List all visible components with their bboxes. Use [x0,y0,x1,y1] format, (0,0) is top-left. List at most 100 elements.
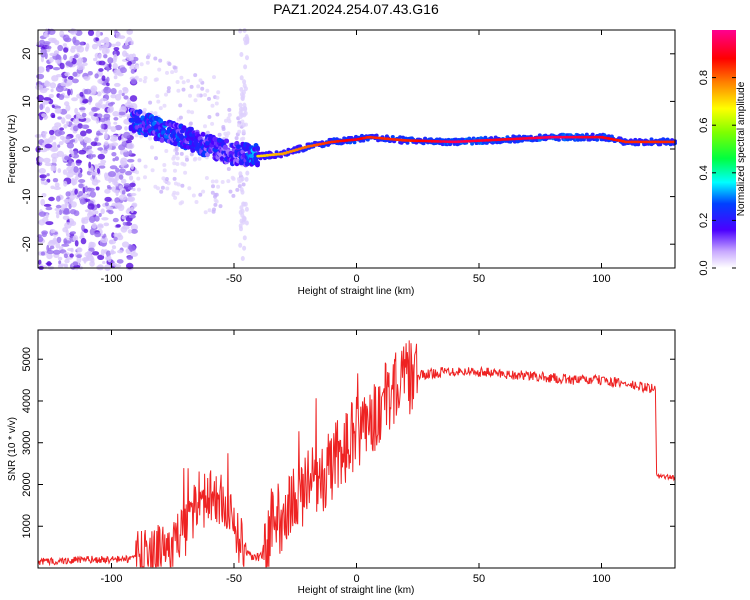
noise-dot [95,186,100,191]
noise-dot [81,124,90,130]
noise-dot [91,222,97,229]
colorbar-ticks: 0.0 0.2 0.4 0.6 0.8 [698,70,736,276]
noise-dot [172,65,177,70]
noise-dot [110,88,117,95]
noise-dot [55,59,61,64]
noise-dot [46,173,50,177]
spectrogram-y-label: Frequency (Hz) [7,115,18,184]
noise-dot [49,82,57,89]
noise-dot [159,189,164,194]
noise-dot [95,30,101,38]
noise-dot [125,139,132,144]
noise-dot [39,103,44,111]
noise-dot [129,57,135,61]
noise-dot [135,170,139,175]
noise-dot [242,201,247,207]
noise-dot [58,260,62,265]
noise-dot [109,239,114,245]
noise-dot [153,111,158,116]
noise-dot [109,206,114,211]
colorbar-tick-label: 0.6 [698,118,710,133]
noise-dot [160,185,165,190]
x-tick-label: -50 [226,573,242,585]
noise-dot [188,121,193,126]
noise-dot [54,122,62,128]
noise-dot [66,142,74,149]
noise-dot [109,250,116,255]
noise-dot [63,124,68,129]
noise-dot [47,137,54,143]
noise-dot [215,95,220,100]
ridge-mark [352,140,357,145]
noise-dot [103,54,108,59]
noise-dot [245,170,250,176]
noise-dot [218,204,223,209]
spectrogram-x-label: Height of straight line (km) [298,286,415,297]
noise-dot [52,67,61,71]
noise-dot [158,58,163,63]
noise-dot [87,187,95,192]
noise-dot [239,52,244,57]
noise-dot [119,106,127,113]
noise-dot [77,135,84,142]
noise-dot [83,136,90,144]
noise-dot [76,247,83,253]
noise-dot [46,45,52,50]
noise-dot [118,111,126,116]
noise-dot [37,66,45,74]
ridge-mark [205,152,210,158]
noise-dot [204,176,209,180]
noise-dot [57,44,64,52]
noise-dot [76,46,81,53]
noise-dot [65,191,71,197]
noise-dot [238,171,243,177]
noise-dot [240,212,245,218]
colorbar: 0.0 0.2 0.4 0.6 0.8 Normalized spectral ampl… [698,30,747,276]
noise-dot [51,114,56,119]
noise-dot [71,139,76,143]
noise-dot [96,168,101,175]
noise-dot [150,168,155,173]
noise-dot [113,178,118,184]
ridge-mark [517,134,522,139]
noise-dot [39,88,48,94]
noise-dot [127,158,135,163]
noise-dot [205,130,210,135]
noise-dot [156,99,161,104]
noise-dot [115,41,121,47]
noise-dot [64,72,70,77]
ridge-mark [255,145,260,151]
noise-dot [97,162,106,166]
spectrogram-plot-area [38,30,675,268]
noise-dot [81,112,87,118]
noise-dot [62,169,68,175]
noise-dot [230,175,235,180]
noise-dot [54,108,62,114]
noise-dot [180,183,185,188]
noise-dot [84,209,92,213]
noise-dot [65,104,71,112]
noise-dot [67,75,74,81]
x-tick-label: 100 [592,273,610,285]
noise-dot [112,217,119,223]
noise-dot [51,104,55,109]
noise-dot [78,183,84,189]
noise-dot [88,96,93,103]
x-tick-label: 50 [473,273,485,285]
noise-dot [123,131,131,139]
y-tick-label: 20 [21,48,33,60]
noise-dot [164,149,169,153]
noise-dot [153,56,158,61]
noise-dot [226,167,231,171]
noise-dot [128,214,136,219]
noise-dot [118,174,124,180]
noise-dot [48,93,54,99]
noise-dot [79,41,84,46]
noise-dot [244,220,249,226]
x-tick-label: -50 [226,273,242,285]
noise-dot [243,106,248,112]
noise-dot [228,189,233,194]
noise-dot [49,52,57,57]
noise-dot [138,78,143,82]
noise-dot [106,250,111,257]
